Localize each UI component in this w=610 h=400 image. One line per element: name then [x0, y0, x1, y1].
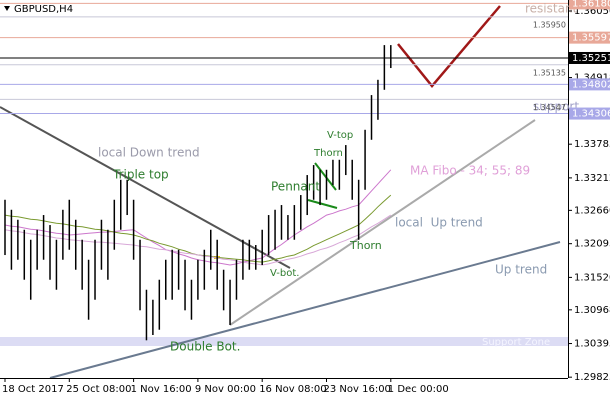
annotation: local Down trend [98, 146, 200, 160]
price-level-box [569, 51, 610, 64]
annotation: local Up trend [395, 216, 483, 230]
annotation: resistant [525, 2, 578, 16]
annotation: support [533, 100, 579, 114]
x-tick-label: 1 Nov 16:00 [131, 384, 192, 395]
x-tick-label: 9 Nov 00:00 [195, 384, 256, 395]
price-level-label: 1.34802 [572, 79, 610, 90]
y-tick-label: 1.33785 [574, 139, 610, 150]
price-level-label: 1.36180 [572, 0, 610, 9]
y-tick-label: 1.29823 [574, 372, 610, 383]
y-tick-label: 1.30968 [574, 305, 610, 316]
x-tick-label: 16 Nov 08:00 [259, 384, 326, 395]
x-tick-label: 1 Dec 00:00 [388, 384, 449, 395]
annotation: V-bot. [270, 268, 299, 279]
annotation: Up trend [495, 263, 547, 277]
pennant-line [307, 199, 338, 209]
annotation: MA Fibo - 34; 55; 89 [410, 164, 530, 178]
x-tick-label: 25 Oct 08:00 [66, 384, 131, 395]
level-label: 1.35950 [533, 20, 566, 29]
up-trend-line [49, 241, 561, 379]
annotation: Double Bot. [170, 340, 240, 354]
symbol-icon [4, 6, 10, 11]
level-label: 1.34547 [533, 103, 566, 112]
marks [0, 2, 568, 341]
down-trend-line [0, 106, 291, 269]
y-tick-label: 1.32660 [574, 205, 610, 216]
y-tick-label: 1.36050 [574, 6, 610, 17]
price-level-label: 1.34306 [572, 109, 610, 120]
annotation: Thorn [349, 239, 382, 252]
annotation: Support Zone [482, 337, 550, 348]
y-tick-label: 1.33212 [574, 173, 610, 184]
local-up-trend-line [229, 119, 536, 326]
y-tick-label: 1.30395 [574, 339, 610, 350]
price-level-box [569, 31, 610, 44]
y-tick-label: 1.32093 [574, 239, 610, 250]
annotation: Thorn [313, 148, 343, 159]
annotation: Pennant [271, 180, 320, 194]
price-level-label: 1.35597 [572, 33, 610, 44]
price-level-box [569, 78, 610, 91]
pennant-line [314, 162, 337, 191]
annotation: V-top [327, 130, 353, 141]
y-tick-label: 1.31520 [574, 272, 610, 283]
price-level-label: 1.35251 [572, 53, 610, 64]
level-label: 1.35135 [533, 68, 566, 77]
x-tick-label: 23 Nov 16:00 [324, 384, 391, 395]
support-zone-band [0, 337, 568, 346]
price-level-box [569, 107, 610, 120]
price-level-box [569, 0, 610, 10]
chart-title: GBPUSD,H4 [14, 4, 73, 15]
y-tick-label: 1.34918 [574, 73, 610, 84]
annotation: Triple top [112, 168, 169, 182]
x-tick-label: 18 Oct 2017 [2, 384, 64, 395]
